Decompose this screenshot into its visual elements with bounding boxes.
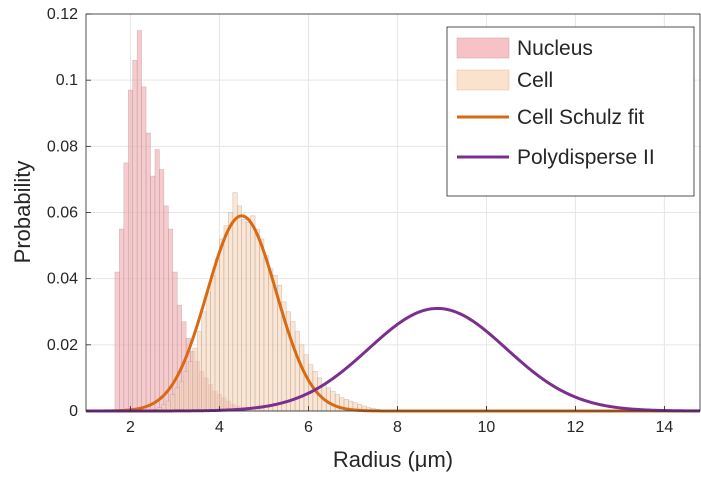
cell-bar	[241, 218, 247, 412]
cell-bar	[188, 361, 194, 412]
legend-label-schulz: Cell Schulz fit	[517, 106, 644, 129]
cell-bar	[196, 331, 202, 412]
cell-bar	[201, 311, 207, 412]
cell-bar	[254, 228, 260, 412]
y-tick-label: 0.02	[47, 337, 78, 354]
nucleus-bar	[154, 149, 160, 412]
cell-bar	[250, 215, 256, 412]
legend-swatch-nucleus	[456, 37, 510, 59]
cell-bar	[330, 390, 336, 412]
nucleus-bar	[127, 89, 134, 412]
nucleus-bar	[163, 205, 169, 412]
cell-bar	[192, 347, 198, 412]
cell-bar	[214, 258, 220, 412]
y-tick-label: 0.12	[47, 6, 78, 23]
cell-bar	[245, 222, 251, 412]
cell-bar	[223, 225, 229, 412]
y-axis-label: Probability	[10, 161, 35, 264]
nucleus-bar	[119, 228, 125, 412]
x-tick-label: 14	[656, 419, 674, 436]
x-tick-label: 12	[567, 419, 585, 436]
y-tick-label: 0.04	[47, 271, 78, 288]
cell-bar	[303, 354, 309, 412]
legend-label-nucleus: Nucleus	[517, 37, 593, 60]
legend: Nucleus Cell Cell Schulz fit Polydispers…	[446, 26, 695, 197]
cell-bar	[268, 268, 274, 412]
cell-bar	[236, 205, 243, 412]
cell-bar	[299, 344, 305, 412]
nucleus-bar	[145, 132, 151, 412]
y-tick-label: 0.06	[47, 205, 78, 222]
x-axis-label: Radius (μm)	[333, 447, 453, 472]
y-tick-label: 0.08	[47, 138, 78, 155]
legend-label-cell: Cell	[517, 69, 553, 92]
axis-ticks: 2 4 6 8 10 12 14 0 0.02 0.04 0.06 0.08 0.1 0.12	[47, 6, 674, 436]
cell-bar	[183, 370, 189, 412]
nucleus-bar	[150, 175, 156, 412]
x-tick-label: 4	[215, 419, 224, 436]
nucleus-bar	[132, 60, 138, 412]
x-tick-label: 6	[304, 419, 313, 436]
nucleus-bar	[114, 271, 120, 412]
cell-bar	[325, 387, 332, 412]
cell-bar	[179, 380, 185, 412]
histogram-bars	[114, 30, 380, 412]
cell-bar	[219, 238, 225, 412]
cell-bar	[210, 275, 216, 412]
x-tick-label: 10	[478, 419, 496, 436]
cell-bar	[263, 255, 269, 412]
cell-bar	[205, 291, 211, 412]
nucleus-bar	[136, 30, 142, 412]
nucleus-bar	[141, 86, 147, 412]
cell-bar	[232, 192, 238, 412]
legend-swatch-cell	[456, 69, 510, 91]
y-tick-label: 0	[69, 403, 78, 420]
x-tick-label: 8	[393, 419, 402, 436]
cell-bar	[174, 387, 180, 412]
x-tick-label: 2	[126, 419, 135, 436]
y-tick-label: 0.1	[56, 72, 78, 89]
nucleus-bar	[159, 169, 165, 412]
cell-bar	[228, 212, 234, 412]
cell-bar	[259, 238, 265, 412]
legend-label-polydisperse: Polydisperse II	[517, 146, 655, 169]
nucleus-bar	[123, 162, 129, 412]
cell-bar	[170, 394, 176, 412]
